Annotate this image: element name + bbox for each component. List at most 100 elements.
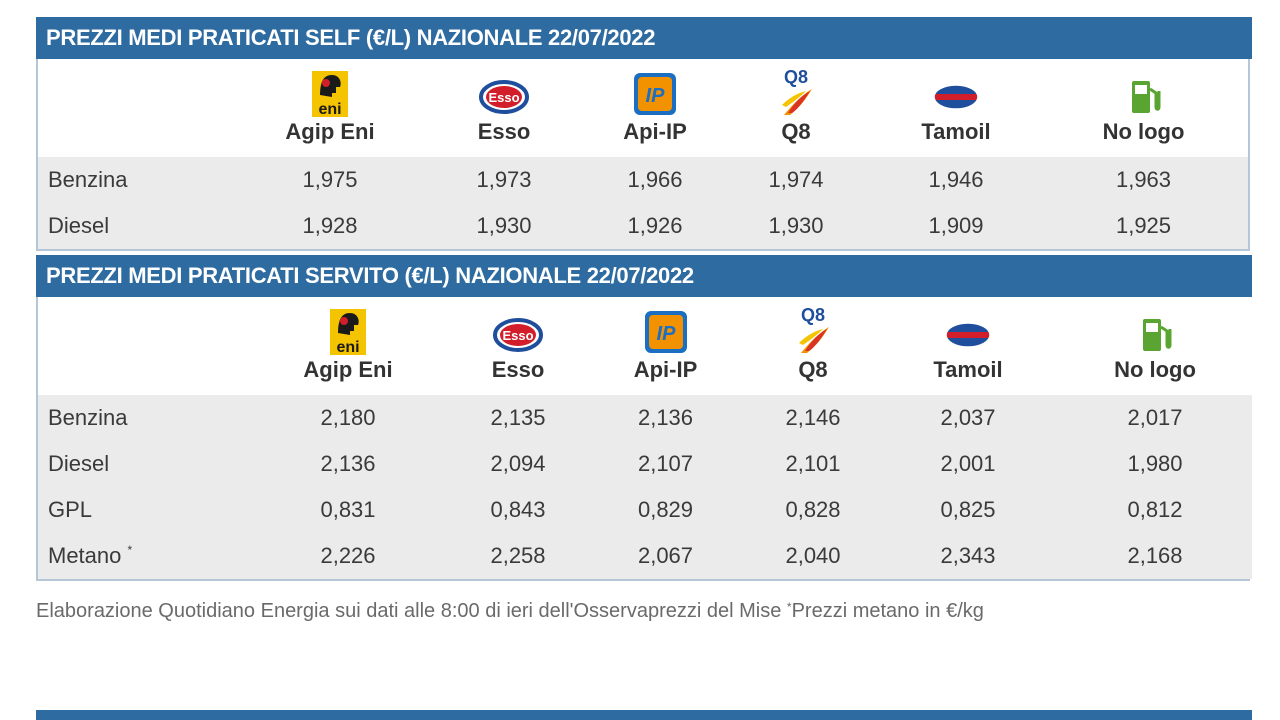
eni-logo-icon: eni bbox=[330, 309, 366, 356]
brand-q8: Q8 Q8 bbox=[748, 297, 878, 395]
price-cell: 1,973 bbox=[417, 157, 591, 203]
brand-name: Agip Eni bbox=[285, 119, 375, 144]
brand-name: Esso bbox=[491, 357, 545, 382]
row-label: Diesel bbox=[38, 441, 243, 487]
eni-logo-text: eni bbox=[318, 101, 341, 118]
price-cell: 2,037 bbox=[878, 395, 1058, 441]
ip-logo-text: IP bbox=[656, 323, 676, 345]
ip-logo-icon: IP bbox=[644, 311, 687, 353]
source-footnote: Elaborazione Quotidiano Energia sui dati… bbox=[36, 600, 984, 623]
brand-no-logo: No logo bbox=[1039, 59, 1248, 157]
eni-logo-text: eni bbox=[336, 339, 359, 356]
price-cell: 1,966 bbox=[591, 157, 719, 203]
servito-section-title: PREZZI MEDI PRATICATI SERVITO (€/L) NAZI… bbox=[36, 255, 1252, 297]
eni-logo-icon: eni bbox=[312, 71, 348, 118]
price-cell: 2,094 bbox=[453, 441, 583, 487]
q8-logo-icon: Q8 bbox=[782, 67, 812, 115]
price-cell: 2,343 bbox=[878, 533, 1058, 579]
brand-name: Tamoil bbox=[921, 119, 991, 144]
price-cell: 1,925 bbox=[1039, 203, 1248, 249]
brand-name: Esso bbox=[477, 119, 531, 144]
brand-name: No logo bbox=[1114, 357, 1196, 382]
row-label: Benzina bbox=[38, 157, 243, 203]
price-cell: 2,001 bbox=[878, 441, 1058, 487]
tamoil-logo-icon bbox=[945, 322, 991, 348]
self-section-title: PREZZI MEDI PRATICATI SELF (€/L) NAZIONA… bbox=[36, 17, 1252, 59]
servito-brand-header-row: eni Agip Eni Esso Esso IP Api-IP bbox=[38, 297, 1252, 395]
price-cell: 2,017 bbox=[1058, 395, 1252, 441]
esso-logo-text: Esso bbox=[502, 328, 533, 343]
table-row: GPL 0,831 0,843 0,829 0,828 0,825 0,812 bbox=[38, 487, 1252, 533]
brand-name: Api-IP bbox=[623, 119, 687, 144]
footnote-note: Prezzi metano in €/kg bbox=[791, 600, 984, 622]
price-cell: 2,101 bbox=[748, 441, 878, 487]
brand-esso: Esso Esso bbox=[453, 297, 583, 395]
price-cell: 0,825 bbox=[878, 487, 1058, 533]
brand-name: Tamoil bbox=[933, 357, 1003, 382]
brand-agip-eni: eni Agip Eni bbox=[243, 297, 453, 395]
esso-logo-icon: Esso bbox=[479, 80, 529, 114]
price-cell: 2,258 bbox=[453, 533, 583, 579]
row-label: GPL bbox=[38, 487, 243, 533]
price-cell: 1,928 bbox=[243, 203, 417, 249]
price-cell: 2,135 bbox=[453, 395, 583, 441]
self-price-table: eni Agip Eni Esso Esso IP Api-IP bbox=[36, 59, 1250, 251]
price-cell: 0,831 bbox=[243, 487, 453, 533]
next-section-band bbox=[36, 710, 1252, 720]
price-cell: 2,136 bbox=[583, 395, 748, 441]
price-cell: 2,226 bbox=[243, 533, 453, 579]
price-cell: 1,975 bbox=[243, 157, 417, 203]
servito-price-table: eni Agip Eni Esso Esso IP Api-IP bbox=[36, 297, 1252, 581]
price-cell: 1,963 bbox=[1039, 157, 1248, 203]
price-cell: 1,926 bbox=[591, 203, 719, 249]
corner-cell bbox=[38, 297, 243, 395]
fuel-pump-icon bbox=[1143, 319, 1172, 351]
price-cell: 0,828 bbox=[748, 487, 878, 533]
asterisk-mark: * bbox=[127, 543, 133, 557]
asterisk-mark: * bbox=[786, 600, 792, 614]
ip-logo-icon: IP bbox=[634, 73, 676, 115]
fuel-pump-icon bbox=[1131, 81, 1160, 113]
price-cell: 1,974 bbox=[719, 157, 873, 203]
price-cell: 2,040 bbox=[748, 533, 878, 579]
q8-logo-text: Q8 bbox=[784, 67, 808, 87]
price-cell: 2,146 bbox=[748, 395, 878, 441]
brand-name: Api-IP bbox=[633, 357, 698, 382]
row-label: Diesel bbox=[38, 203, 243, 249]
corner-cell bbox=[38, 59, 243, 157]
price-cell: 2,107 bbox=[583, 441, 748, 487]
brand-tamoil: Tamoil bbox=[873, 59, 1039, 157]
brand-api-ip: IP Api-IP bbox=[583, 297, 748, 395]
table-row: Benzina 2,180 2,135 2,136 2,146 2,037 2,… bbox=[38, 395, 1252, 441]
table-row: Diesel 2,136 2,094 2,107 2,101 2,001 1,9… bbox=[38, 441, 1252, 487]
table-row: Benzina 1,975 1,973 1,966 1,974 1,946 1,… bbox=[38, 157, 1248, 203]
price-cell: 0,843 bbox=[453, 487, 583, 533]
row-label: Benzina bbox=[38, 395, 243, 441]
brand-name: No logo bbox=[1102, 119, 1185, 144]
row-label: Metano * bbox=[38, 533, 243, 579]
price-cell: 1,980 bbox=[1058, 441, 1252, 487]
price-cell: 2,168 bbox=[1058, 533, 1252, 579]
price-cell: 1,909 bbox=[873, 203, 1039, 249]
table-row: Metano * 2,226 2,258 2,067 2,040 2,343 2… bbox=[38, 533, 1252, 579]
price-cell: 2,180 bbox=[243, 395, 453, 441]
price-cell: 1,946 bbox=[873, 157, 1039, 203]
price-cell: 2,136 bbox=[243, 441, 453, 487]
self-brand-header-row: eni Agip Eni Esso Esso IP Api-IP bbox=[38, 59, 1248, 157]
ip-logo-text: IP bbox=[646, 85, 666, 107]
table-row: Diesel 1,928 1,930 1,926 1,930 1,909 1,9… bbox=[38, 203, 1248, 249]
brand-agip-eni: eni Agip Eni bbox=[243, 59, 417, 157]
brand-esso: Esso Esso bbox=[417, 59, 591, 157]
price-cell: 0,829 bbox=[583, 487, 748, 533]
brand-tamoil: Tamoil bbox=[878, 297, 1058, 395]
row-label-text: Metano bbox=[48, 543, 122, 568]
q8-logo-icon: Q8 bbox=[799, 305, 829, 353]
brand-no-logo: No logo bbox=[1058, 297, 1252, 395]
price-cell: 0,812 bbox=[1058, 487, 1252, 533]
price-cell: 1,930 bbox=[719, 203, 873, 249]
brand-api-ip: IP Api-IP bbox=[591, 59, 719, 157]
price-cell: 1,930 bbox=[417, 203, 591, 249]
brand-q8: Q8 Q8 bbox=[719, 59, 873, 157]
brand-name: Q8 bbox=[798, 357, 828, 382]
footnote-text: Elaborazione Quotidiano Energia sui dati… bbox=[36, 600, 782, 622]
